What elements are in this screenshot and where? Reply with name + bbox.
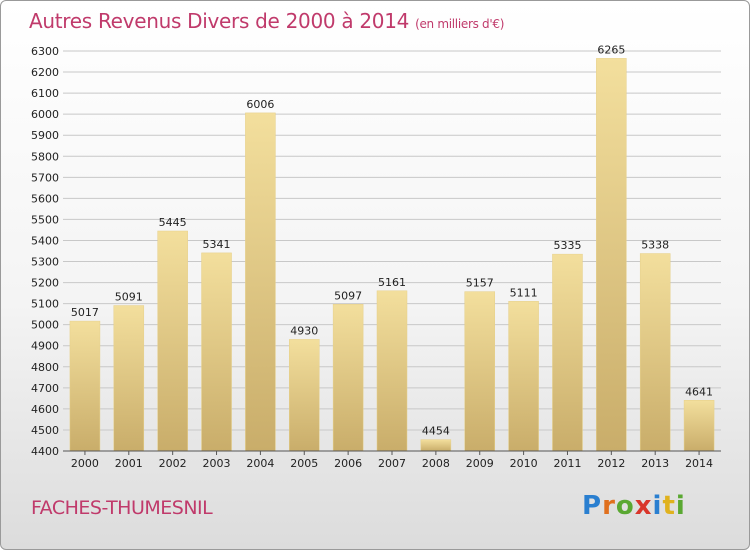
bar-2005 [289, 339, 320, 452]
y-tick-label: 5900 [31, 129, 59, 142]
x-tick-label: 2010 [510, 457, 538, 470]
bar-2009 [464, 291, 495, 452]
y-tick-label: 6200 [31, 66, 59, 79]
y-tick-label: 6100 [31, 87, 59, 100]
y-tick-label: 5500 [31, 213, 59, 226]
y-tick-label: 5100 [31, 298, 59, 311]
value-label: 4930 [290, 324, 318, 337]
x-tick-label: 2011 [553, 457, 581, 470]
x-tick-label: 2009 [466, 457, 494, 470]
y-tick-label: 4800 [31, 361, 59, 374]
y-tick-label: 4600 [31, 403, 59, 416]
y-tick-label: 6300 [31, 45, 59, 58]
y-tick-label: 5200 [31, 277, 59, 290]
chart-title: Autres Revenus Divers de 2000 à 2014 (en … [29, 9, 504, 33]
place-name: FACHES-THUMESNIL [31, 497, 213, 519]
x-tick-label: 2004 [246, 457, 274, 470]
chart-title-text: Autres Revenus Divers de 2000 à 2014 [29, 9, 410, 33]
x-tick-label: 2005 [290, 457, 318, 470]
proxiti-logo: Proxiti [582, 491, 686, 521]
y-tick-label: 4700 [31, 382, 59, 395]
y-tick-label: 5400 [31, 234, 59, 247]
value-label: 6006 [246, 98, 274, 111]
value-label: 5338 [641, 239, 669, 252]
bar-2011 [552, 253, 583, 452]
x-tick-label: 2000 [71, 457, 99, 470]
y-tick-label: 4400 [31, 445, 59, 458]
bar-2014 [683, 400, 715, 452]
value-label: 5091 [115, 291, 143, 304]
y-tick-label: 5300 [31, 256, 59, 269]
value-label: 6265 [597, 43, 625, 56]
bar-2007 [376, 290, 408, 452]
x-tick-label: 2001 [115, 457, 143, 470]
bar-2008 [420, 439, 452, 452]
bar-2003 [201, 252, 232, 452]
bar-2006 [332, 304, 364, 452]
bar-2001 [113, 305, 145, 452]
axes: 4400 4500 4600 4700 4800 4900 5000 5100 5200 5300… [31, 45, 721, 470]
bar-2000 [69, 320, 101, 452]
chart-unit: (en milliers d'€) [415, 17, 505, 31]
x-tick-label: 2003 [203, 457, 231, 470]
bar-2013 [639, 253, 671, 452]
y-tick-label: 5700 [31, 171, 59, 184]
y-tick-label: 5000 [31, 319, 59, 332]
value-label: 5335 [553, 239, 581, 252]
bar-2004 [245, 112, 276, 452]
x-tick-label: 2013 [641, 457, 669, 470]
x-tick-label: 2006 [334, 457, 362, 470]
value-label: 5097 [334, 289, 362, 302]
x-tick-label: 2008 [422, 457, 450, 470]
value-label: 5157 [466, 277, 494, 290]
x-tick-label: 2014 [685, 457, 713, 470]
value-label: 5161 [378, 276, 406, 289]
y-tick-label: 4500 [31, 424, 59, 437]
y-tick-label: 4900 [31, 340, 59, 353]
y-tick-label: 5800 [31, 150, 59, 163]
x-tick-label: 2002 [159, 457, 187, 470]
y-tick-label: 6000 [31, 108, 59, 121]
value-label: 5445 [159, 216, 187, 229]
value-label: 5017 [71, 306, 99, 319]
bars: 5017 5091 5445 5341 6006 4930 5097 5161 4454 5157… [69, 43, 715, 452]
value-label: 4454 [422, 425, 450, 438]
x-tick-label: 2012 [597, 457, 625, 470]
value-label: 5341 [203, 238, 231, 251]
bar-2002 [157, 230, 188, 452]
value-label: 5111 [510, 286, 538, 299]
x-tick-label: 2007 [378, 457, 406, 470]
y-tick-label: 5600 [31, 192, 59, 205]
value-label: 4641 [685, 385, 713, 398]
bar-2010 [508, 301, 539, 452]
bar-2012 [596, 58, 627, 452]
